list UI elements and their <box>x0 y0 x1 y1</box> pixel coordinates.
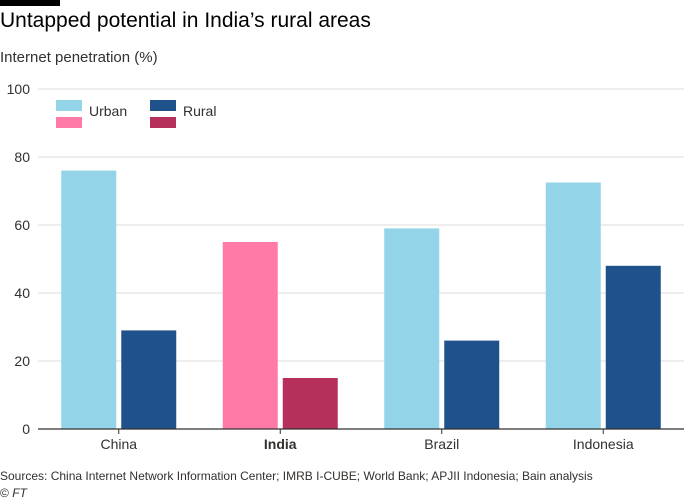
bar-rural-brazil <box>444 340 500 429</box>
bar-urban-india <box>222 242 278 429</box>
legend-rural-highlight-swatch <box>150 117 176 128</box>
bar-urban-indonesia <box>545 182 601 429</box>
x-tick-label: China <box>100 436 137 452</box>
legend-rural-label: Rural <box>183 103 216 119</box>
x-tick-label: Brazil <box>424 436 459 452</box>
chart-subtitle: Internet penetration (%) <box>0 49 158 66</box>
y-tick-label: 0 <box>22 421 30 437</box>
bar-urban-china <box>61 170 117 429</box>
y-tick-label: 20 <box>14 353 30 369</box>
legend-urban-label: Urban <box>89 103 127 119</box>
copyright-symbol: © <box>0 486 9 500</box>
y-tick-label: 100 <box>7 81 31 97</box>
x-tick-label: India <box>264 436 297 452</box>
bar-urban-brazil <box>384 228 440 429</box>
bar-rural-china <box>121 330 177 429</box>
source-note: Sources: China Internet Network Informat… <box>0 469 593 483</box>
legend-rural-swatch <box>150 100 176 111</box>
y-tick-label: 80 <box>14 149 30 165</box>
legend-urban-swatch <box>56 100 82 111</box>
y-tick-label: 60 <box>14 217 30 233</box>
ft-credit: FT <box>12 486 27 500</box>
bar-chart: 0 20 40 60 80 100 China India Brazil Indonesia Urb… <box>7 81 684 452</box>
chart-title: Untapped potential in India’s rural area… <box>0 9 371 32</box>
bar-rural-indonesia <box>605 265 661 429</box>
x-tick-label: Indonesia <box>573 436 634 452</box>
credit-line: © FT <box>0 486 27 500</box>
bar-rural-india <box>282 378 338 429</box>
ft-top-bar <box>0 0 60 6</box>
legend-urban-highlight-swatch <box>56 117 82 128</box>
y-tick-label: 40 <box>14 285 30 301</box>
